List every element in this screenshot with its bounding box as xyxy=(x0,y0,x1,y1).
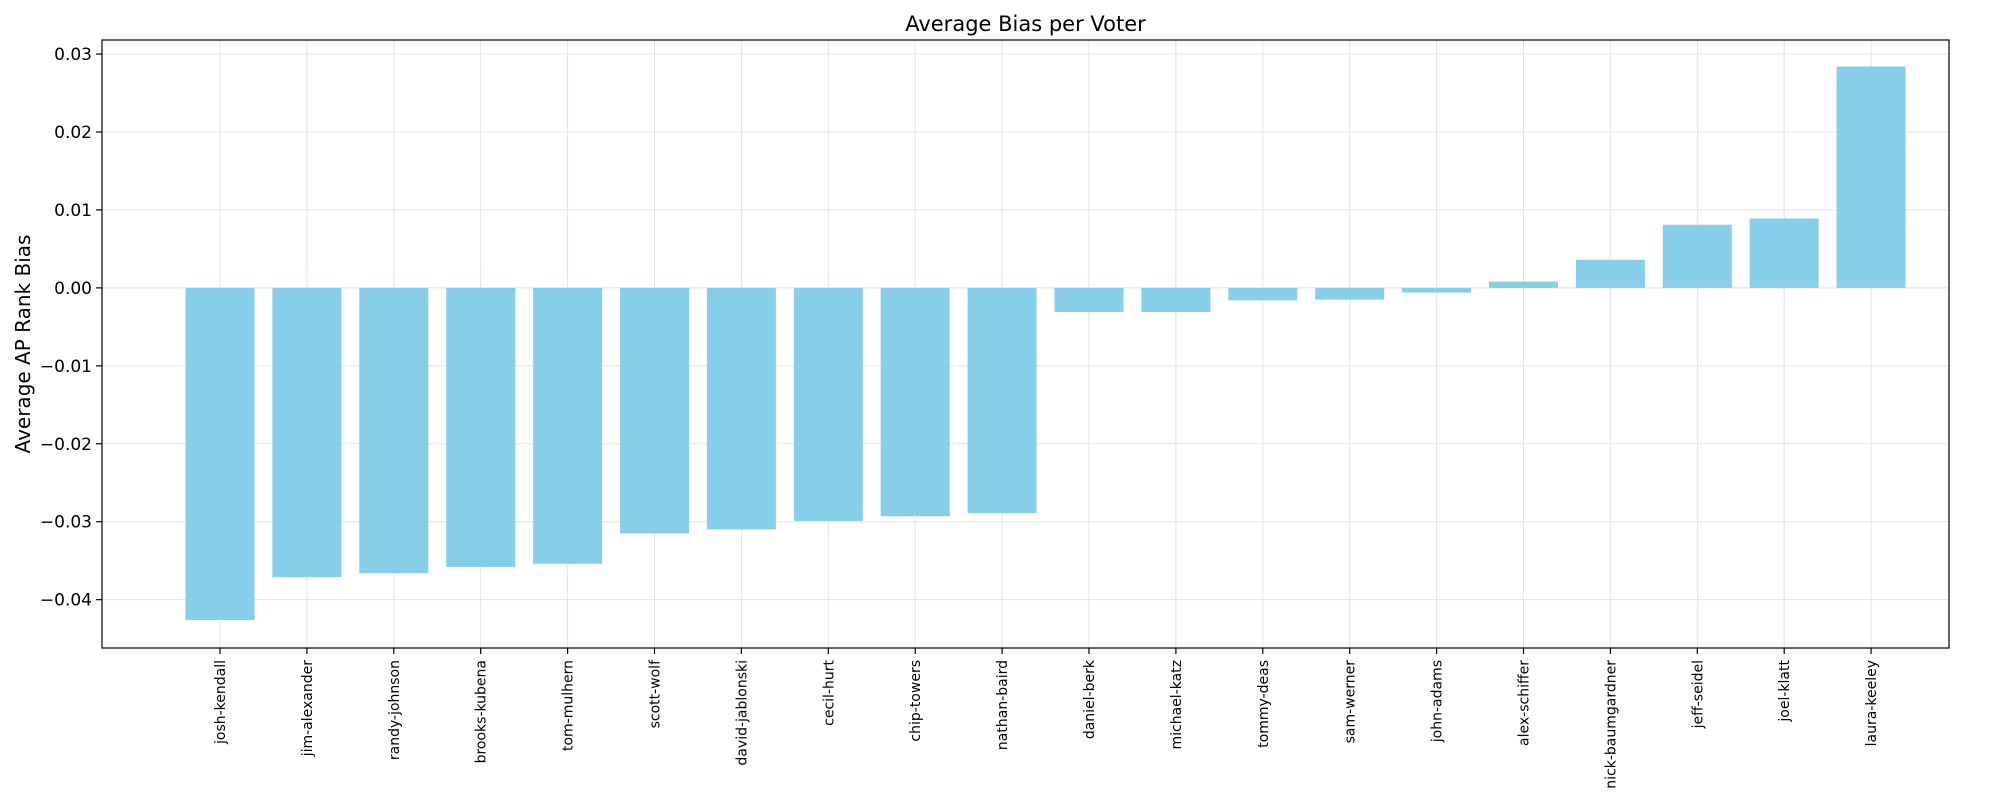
x-tick-label: brooks-kubena xyxy=(474,660,490,763)
bar-laura-keeley xyxy=(1836,66,1906,288)
bar-michael-katz xyxy=(1141,287,1211,313)
bar-joel-klatt xyxy=(1749,218,1819,288)
bar-jim-alexander xyxy=(272,287,342,578)
y-tick-label: 0.01 xyxy=(54,201,92,221)
x-axis: josh-kendall jim-alexander randy-johnson br… xyxy=(213,648,1880,789)
x-tick-label: joel-klatt xyxy=(1777,660,1793,723)
y-tick-label: 0.03 xyxy=(54,45,92,65)
y-tick-label: −0.01 xyxy=(40,357,92,377)
x-tick-label: randy-johnson xyxy=(387,660,403,760)
x-tick-label: nathan-baird xyxy=(995,660,1011,750)
bar-jeff-seidel xyxy=(1662,224,1732,288)
bar-david-jablonski xyxy=(706,287,776,530)
x-tick-label: tom-mulhern xyxy=(561,660,577,751)
x-tick-label: sam-werner xyxy=(1343,660,1359,744)
y-tick-label: −0.04 xyxy=(40,591,92,611)
bar-scott-wolf xyxy=(620,287,689,534)
plot-frame xyxy=(101,39,1950,649)
bar-alex-schiffer xyxy=(1489,281,1558,288)
y-tick-label: −0.02 xyxy=(40,435,92,455)
x-tick-label: nick-baumgardner xyxy=(1603,660,1619,789)
bar-randy-johnson xyxy=(359,287,429,574)
x-tick-label: laura-keeley xyxy=(1864,660,1880,746)
y-tick-label: 0.00 xyxy=(54,279,92,299)
bar-sam-werner xyxy=(1315,287,1385,300)
bar-john-adams xyxy=(1402,287,1472,293)
bar-nick-baumgardner xyxy=(1575,259,1645,288)
x-tick-label: david-jablonski xyxy=(734,660,750,766)
x-tick-label: scott-wolf xyxy=(648,659,664,728)
bar-tommy-deas xyxy=(1228,287,1298,301)
y-tick-label: 0.02 xyxy=(54,123,92,143)
y-tick-label: −0.03 xyxy=(40,513,92,533)
x-tick-label: michael-katz xyxy=(1169,660,1185,750)
x-tick-label: tommy-deas xyxy=(1256,660,1272,748)
x-tick-label: jeff-seidel xyxy=(1690,660,1706,729)
bar-chip-towers xyxy=(880,287,950,517)
bar-tom-mulhern xyxy=(533,287,603,564)
y-axis-label: Average AP Rank Bias xyxy=(11,235,35,454)
x-tick-label: daniel-berk xyxy=(1082,659,1098,739)
y-axis: −0.04 −0.03 −0.02 −0.01 0.00 0.01 0.02 0.03 xyxy=(40,45,102,611)
x-tick-label: josh-kendall xyxy=(213,660,229,745)
x-tick-label: cecil-hurt xyxy=(821,660,837,726)
x-tick-label: alex-schiffer xyxy=(1517,660,1533,746)
x-tick-label: chip-towers xyxy=(908,660,924,742)
x-tick-label: jim-alexander xyxy=(300,660,316,758)
x-tick-label: john-adams xyxy=(1430,660,1446,743)
bar-cecil-hurt xyxy=(793,287,863,521)
bar-nathan-baird xyxy=(967,287,1037,514)
chart-title: Average Bias per Voter xyxy=(905,12,1146,36)
bar-daniel-berk xyxy=(1054,287,1124,313)
bar-josh-kendall xyxy=(185,287,255,620)
bars xyxy=(185,66,1906,620)
bar-brooks-kubena xyxy=(446,287,516,567)
